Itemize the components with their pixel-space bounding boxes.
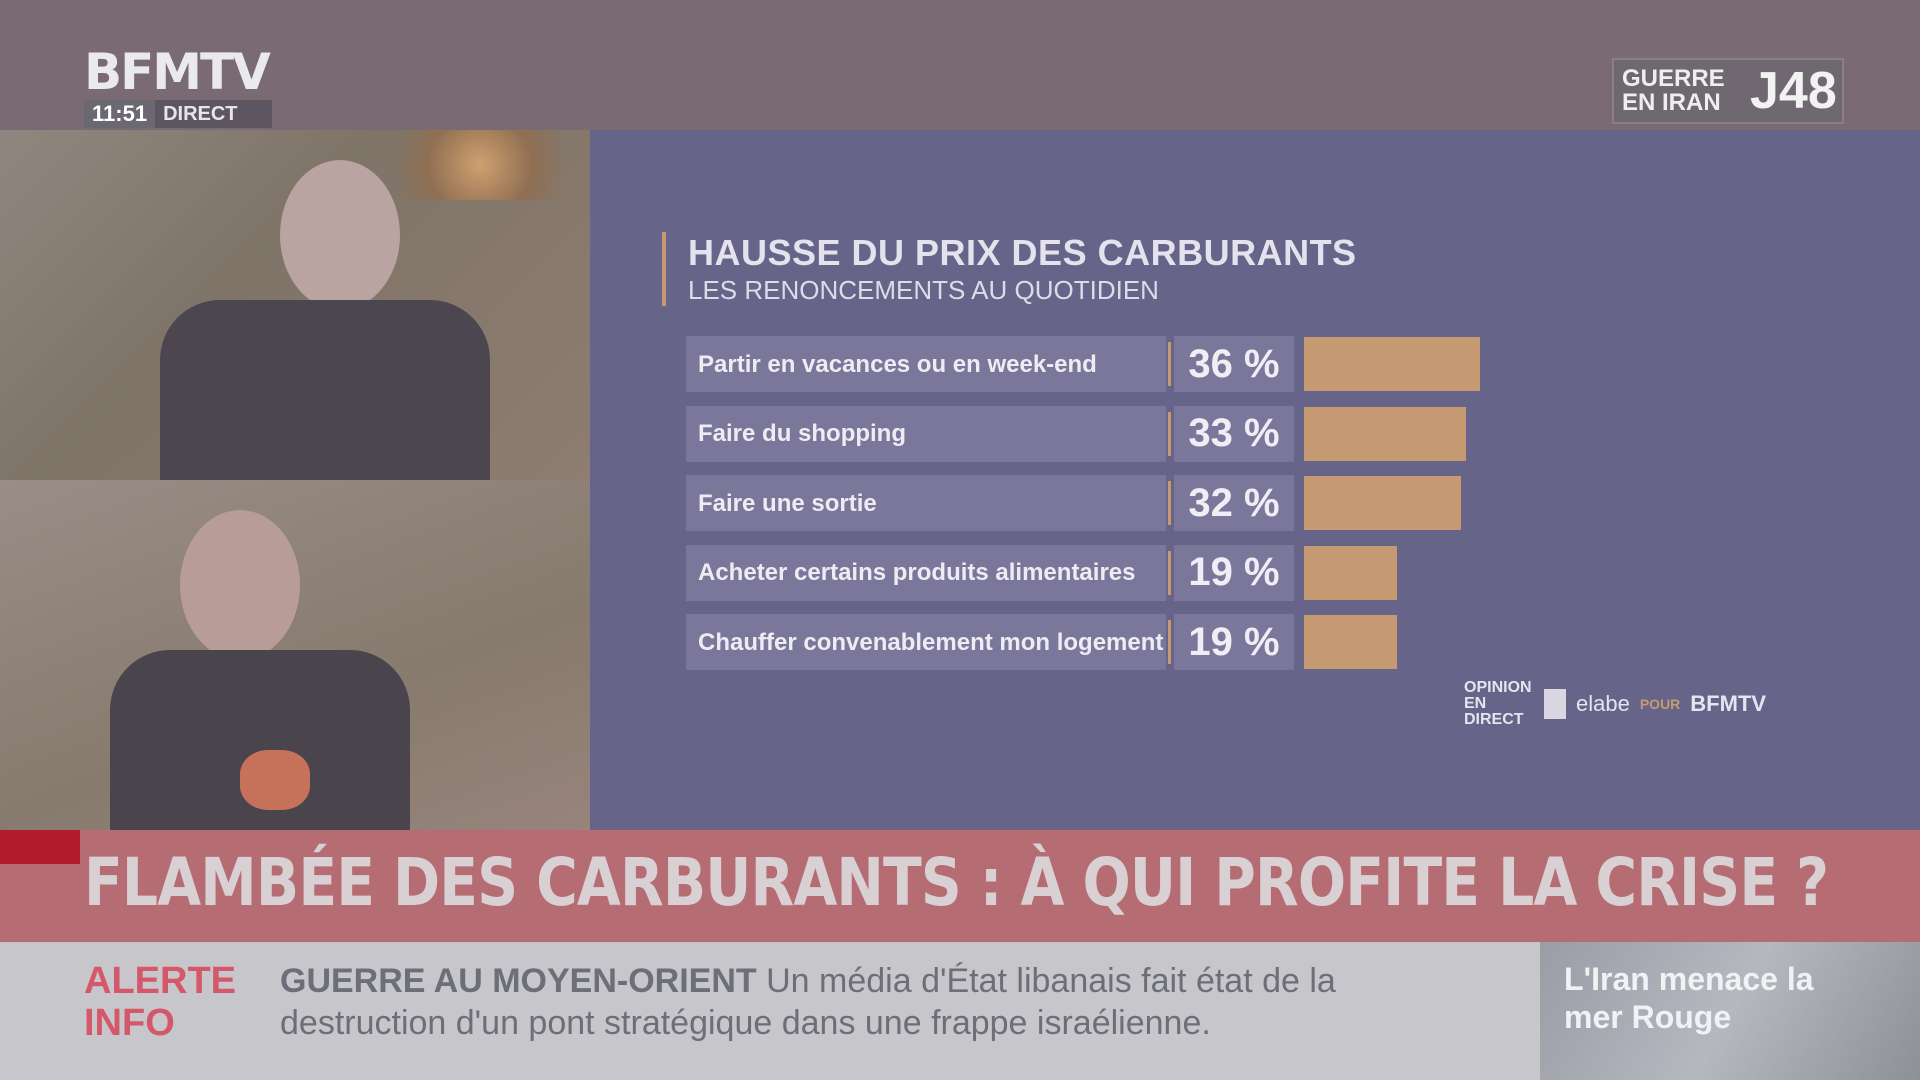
bar bbox=[1304, 406, 1466, 461]
row-separator bbox=[1168, 411, 1171, 456]
chart-header: HAUSSE DU PRIX DES CARBURANTS LES RENONC… bbox=[662, 232, 1357, 306]
chart-title: HAUSSE DU PRIX DES CARBURANTS bbox=[688, 232, 1357, 273]
camera-top bbox=[0, 130, 590, 500]
poll-source: OPINION EN DIRECT elabe POUR BFMTV bbox=[1464, 680, 1766, 728]
value-label: 33 % bbox=[1174, 405, 1294, 462]
alert-line1: ALERTE bbox=[84, 960, 236, 1002]
headline-text: FLAMBÉE DES CARBURANTS : À QUI PROFITE L… bbox=[84, 844, 1829, 921]
live-clock-bar: 11:51 DIRECT bbox=[84, 100, 272, 128]
category-label: Faire une sortie bbox=[686, 475, 1166, 531]
presenter-1-body bbox=[160, 300, 490, 500]
bar bbox=[1304, 545, 1398, 600]
bar bbox=[1304, 476, 1461, 530]
headline-accent bbox=[0, 830, 80, 864]
category-label: Faire du shopping bbox=[686, 405, 1166, 462]
category-label: Acheter certains produits alimentaires bbox=[686, 544, 1166, 601]
logo-text: BFMTV bbox=[84, 43, 271, 101]
row-separator bbox=[1168, 550, 1171, 595]
promo-text: L'Iran menace la mer Rouge bbox=[1564, 961, 1814, 1035]
bar bbox=[1304, 337, 1481, 391]
promo-thumbnail: L'Iran menace la mer Rouge bbox=[1540, 942, 1920, 1080]
alert-info-label: ALERTE INFO bbox=[84, 960, 236, 1044]
top-bar bbox=[0, 0, 1920, 130]
bar bbox=[1304, 615, 1398, 669]
video-feed bbox=[0, 130, 590, 830]
fire-image bbox=[400, 130, 560, 200]
row-separator bbox=[1168, 342, 1171, 386]
war-badge-line2: EN IRAN bbox=[1622, 89, 1721, 116]
row-separator bbox=[1168, 481, 1171, 525]
headline-banner: FLAMBÉE DES CARBURANTS : À QUI PROFITE L… bbox=[0, 830, 1920, 942]
value-label: 36 % bbox=[1174, 336, 1294, 392]
category-label: Partir en vacances ou en week-end bbox=[686, 336, 1166, 392]
clock-time: 11:51 bbox=[84, 100, 156, 128]
elabe-label: elabe bbox=[1576, 691, 1630, 716]
value-label: 19 % bbox=[1174, 544, 1294, 601]
row-separator bbox=[1168, 620, 1171, 664]
elabe-logo-icon bbox=[1544, 689, 1566, 719]
microphone bbox=[240, 750, 310, 810]
category-label: Chauffer convenablement mon logement bbox=[686, 614, 1166, 670]
direct-label: DIRECT bbox=[163, 102, 238, 125]
ticker-text: Un média d'État libanais fait état de la… bbox=[280, 962, 1336, 1042]
presenter-1-head bbox=[280, 160, 400, 310]
presenter-2-head bbox=[180, 510, 300, 660]
chart-subtitle: LES RENONCEMENTS AU QUOTIDIEN bbox=[688, 275, 1159, 305]
bfmtv-label: BFMTV bbox=[1690, 691, 1767, 716]
opinion-label: OPINION EN DIRECT bbox=[1464, 679, 1532, 728]
pour-label: POUR bbox=[1639, 696, 1681, 712]
channel-logo: BFMTV 11:51 DIRECT bbox=[84, 46, 272, 128]
ticker-topic: GUERRE AU MOYEN-ORIENT bbox=[280, 962, 757, 1000]
ticker-message: GUERRE AU MOYEN-ORIENT Un média d'État l… bbox=[280, 960, 1510, 1044]
alert-line2: INFO bbox=[84, 1002, 175, 1044]
value-label: 32 % bbox=[1174, 475, 1294, 531]
war-day-badge: GUERRE EN IRAN J48 bbox=[1612, 58, 1844, 124]
war-badge-day: J48 bbox=[1750, 62, 1837, 120]
value-label: 19 % bbox=[1174, 614, 1294, 670]
war-badge-line1: GUERRE bbox=[1622, 65, 1725, 92]
war-badge-label: GUERRE EN IRAN bbox=[1622, 67, 1742, 115]
news-ticker: ALERTE INFO GUERRE AU MOYEN-ORIENT Un mé… bbox=[0, 942, 1540, 1080]
